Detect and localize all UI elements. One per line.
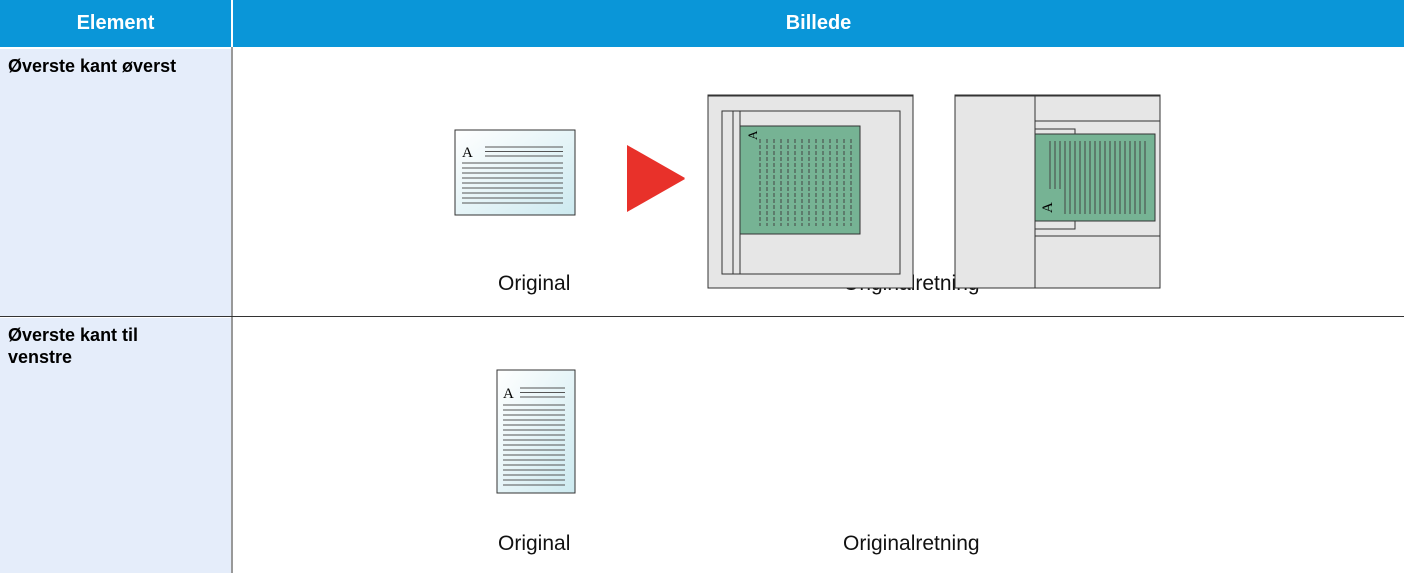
green-sheet [739, 125, 861, 235]
shape: A [503, 386, 514, 402]
header-cell: Billede [233, 0, 1404, 47]
shape: A [1040, 202, 1056, 213]
caption: Original [498, 532, 571, 555]
element-cell: Øverste kant øverst [0, 49, 231, 316]
caption: Originalretning [843, 532, 980, 555]
header-cell: Element [0, 0, 231, 47]
element-text: Øverste kant til venstre [8, 325, 139, 367]
shape: A [745, 130, 760, 140]
shape: A [462, 145, 473, 161]
element-cell: Øverste kant til venstre [0, 318, 231, 573]
caption: Original [498, 272, 571, 295]
element-text: Øverste kant øverst [8, 56, 177, 76]
sheet [496, 369, 576, 494]
arrow [627, 146, 685, 212]
